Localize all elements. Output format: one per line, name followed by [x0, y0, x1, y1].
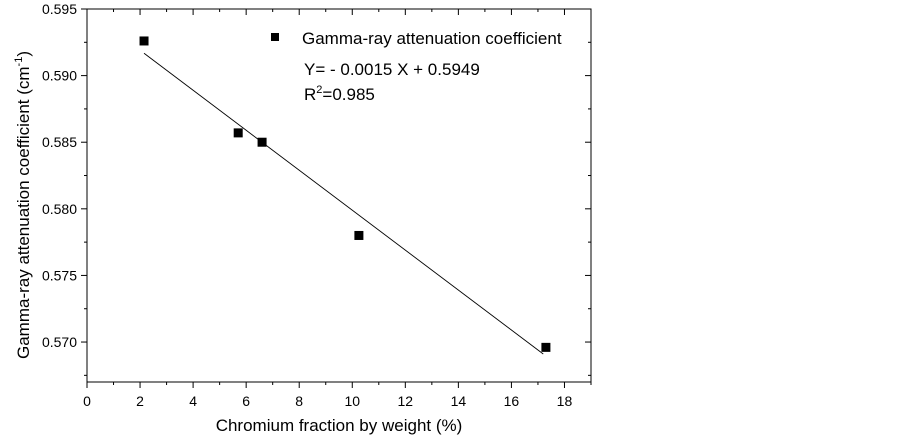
- y-axis-title-close: ): [14, 51, 33, 57]
- regression-line: [143, 52, 544, 355]
- y-tick-label: 0.575: [42, 267, 77, 283]
- x-tick-label: 8: [295, 393, 303, 409]
- legend: Gamma-ray attenuation coefficient: [271, 29, 562, 48]
- fit-equation: Y= - 0.0015 X + 0.5949: [304, 60, 480, 79]
- y-tick-label: 0.590: [42, 68, 77, 84]
- x-tick-label: 10: [344, 393, 360, 409]
- x-tick-label: 2: [136, 393, 144, 409]
- y-axis-title: Gamma-ray attenuation coefficient (cm-1): [13, 51, 33, 359]
- x-tick-label: 6: [242, 393, 250, 409]
- data-point: [354, 230, 364, 240]
- x-tick-label: 12: [398, 393, 414, 409]
- r-squared-superscript: 2: [316, 84, 322, 96]
- legend-label: Gamma-ray attenuation coefficient: [302, 29, 562, 48]
- y-axis-title-superscript: -1: [13, 57, 25, 67]
- x-tick-label: 4: [189, 393, 197, 409]
- legend-marker-square: [271, 33, 279, 41]
- y-tick-label: 0.595: [42, 1, 77, 17]
- x-tick-label: 14: [451, 393, 467, 409]
- data-point: [139, 36, 149, 46]
- r-squared-prefix: R: [304, 85, 316, 104]
- y-tick-label: 0.585: [42, 134, 77, 150]
- data-point: [257, 137, 267, 147]
- plot-frame: [86, 8, 592, 383]
- r-squared-label: R2=0.985: [304, 84, 375, 104]
- x-tick-label: 18: [557, 393, 573, 409]
- data-point: [541, 342, 551, 352]
- data-point: [233, 128, 243, 138]
- x-tick-label: 0: [83, 393, 91, 409]
- data-points: [139, 36, 551, 352]
- x-tick-label: 16: [504, 393, 520, 409]
- y-axis-title-main: Gamma-ray attenuation coefficient (cm: [14, 66, 33, 359]
- x-axis: 0 2 4 6 8 10 12 14 16 18: [83, 9, 592, 409]
- y-axis: 0.570 0.575 0.580 0.585 0.590 0.595: [42, 1, 591, 376]
- regression-layer: [143, 52, 544, 355]
- r-squared-value: =0.985: [322, 85, 374, 104]
- y-tick-label: 0.580: [42, 201, 77, 217]
- y-tick-label: 0.570: [42, 334, 77, 350]
- x-axis-title: Chromium fraction by weight (%): [216, 416, 463, 435]
